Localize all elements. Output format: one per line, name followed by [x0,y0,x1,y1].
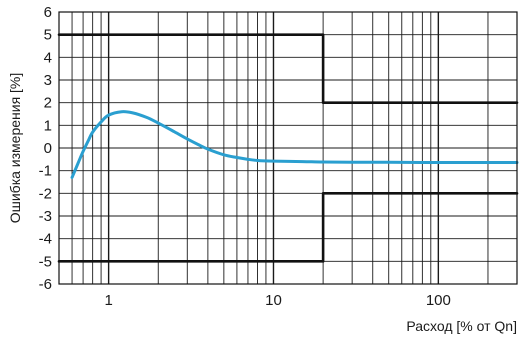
chart-grid [58,11,518,285]
x-tick-label: 100 [426,292,451,309]
y-tick-label: 3 [44,72,52,89]
x-tick-label: 1 [104,292,112,309]
measurement-error-curve [70,110,519,179]
y-tick-label: 1 [44,117,52,134]
x-tick-label: 10 [265,292,282,309]
y-axis-tick-labels: 6 5 4 3 2 1 0 -1 -2 -3 -4 -5 -6 [39,4,52,293]
x-axis-tick-labels: 1 10 100 [104,292,450,309]
y-tick-label: 0 [44,140,52,157]
y-tick-label: -6 [39,276,52,293]
y-tick-label: 4 [44,49,52,66]
upper-error-limit [57,33,519,104]
y-tick-label: -3 [39,208,52,225]
y-tick-label: 5 [44,27,52,44]
y-axis-label: Ошибка измерения [%] [7,73,23,224]
plot-frame [58,11,518,285]
lower-error-limit [57,192,519,263]
x-axis-label: Расход [% от Qn] [406,318,517,334]
y-tick-label: 2 [44,95,52,112]
y-tick-label: -1 [39,163,52,180]
y-tick-label: 6 [44,4,52,21]
y-tick-label: -5 [39,253,52,270]
chart-series [57,33,519,263]
y-tick-label: -4 [39,231,52,248]
y-tick-label: -2 [39,185,52,202]
